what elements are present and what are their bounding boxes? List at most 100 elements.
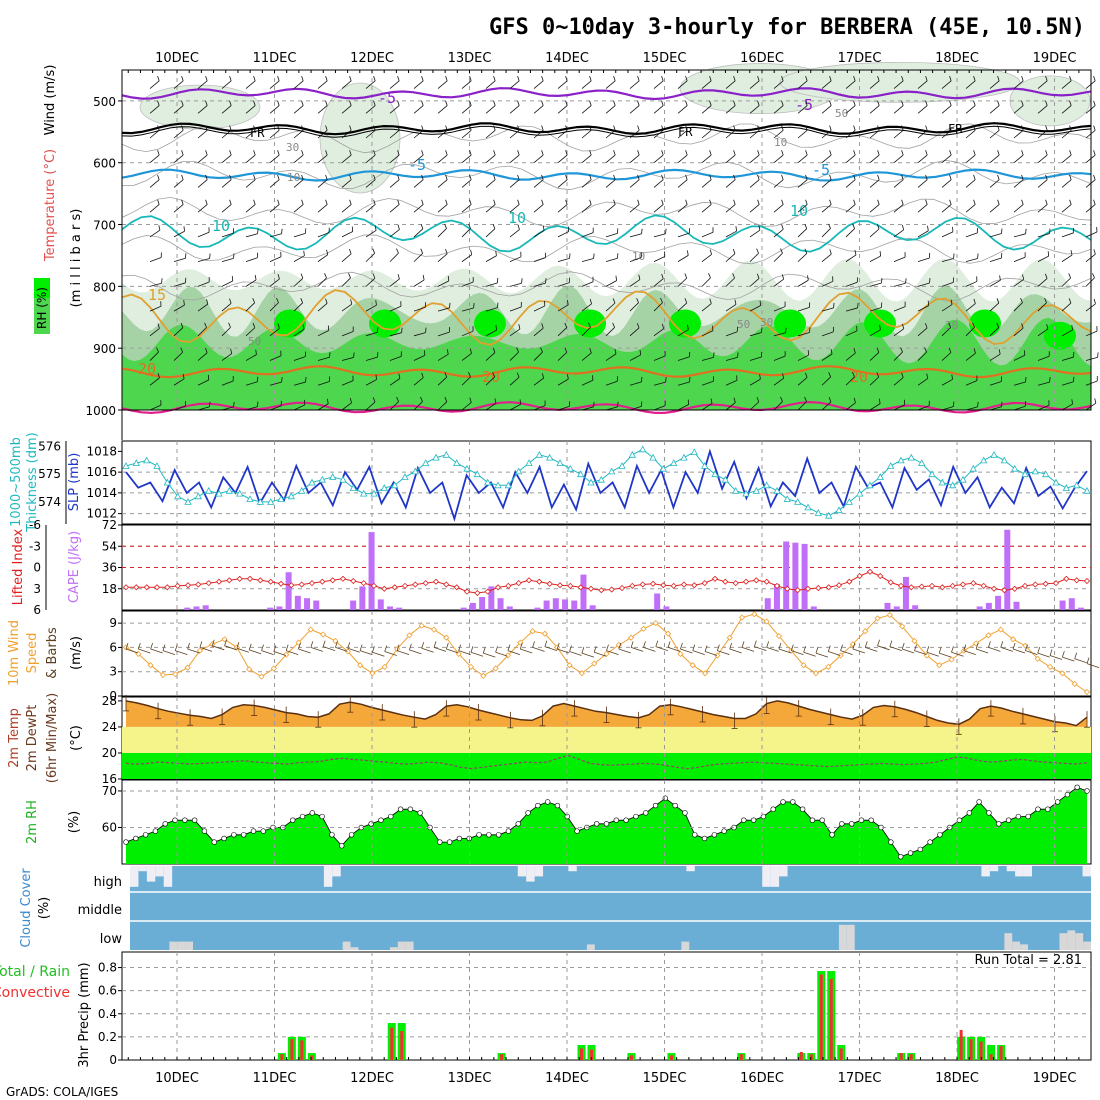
li-marker — [226, 577, 233, 584]
temp-tick: 24 — [102, 720, 117, 734]
wind-barb — [293, 179, 304, 188]
wind-barb-flag — [325, 100, 328, 106]
wind-barb — [701, 231, 714, 238]
wind-barb-flag — [401, 327, 403, 333]
wind-barb — [725, 105, 736, 114]
cape-bar — [801, 543, 808, 610]
precip-run-total: Run Total = 2.81 — [974, 953, 1082, 968]
wind-barb-flag — [661, 199, 664, 205]
wind-barb-flag — [925, 125, 928, 131]
wind-barb-flag — [1093, 125, 1096, 131]
wind-barb-flag — [733, 150, 736, 156]
wind-barb-flag — [252, 298, 256, 303]
li-marker — [215, 578, 223, 585]
surface-wind-barb — [1012, 648, 1026, 654]
wind-barb-flag — [781, 224, 784, 230]
wind-barb — [701, 80, 712, 89]
surface-wind-barb-flag — [1049, 649, 1053, 656]
contour-label: -5 — [378, 89, 396, 107]
thickness-marker — [980, 456, 988, 464]
li-marker — [680, 581, 688, 588]
wind-barb-flag — [853, 348, 856, 354]
wind-barb — [389, 80, 400, 89]
wind-barb-flag — [879, 251, 882, 257]
rh-high-blob — [969, 309, 1001, 338]
wind-barb — [869, 352, 880, 361]
thickness-marker — [525, 459, 533, 467]
wind-barb — [461, 376, 471, 386]
wind-barb-flag — [397, 150, 400, 156]
wind-barb-flag — [1047, 251, 1050, 257]
wind-barb-flag — [445, 125, 448, 131]
thickness-marker — [752, 486, 760, 494]
li-marker — [195, 581, 202, 588]
li-marker — [846, 578, 853, 585]
wind-barb-flag — [828, 223, 831, 229]
wind-barb-flag — [877, 150, 880, 156]
wind-barb — [917, 305, 929, 312]
rh-marker — [907, 850, 914, 856]
wind-barb — [605, 179, 616, 188]
rh-marker — [682, 810, 688, 816]
wind-barb — [893, 229, 904, 238]
wind-barb — [581, 129, 592, 139]
wind-barb-flag — [758, 225, 761, 231]
thickness-marker — [856, 489, 864, 497]
wind-barb-flag — [444, 397, 448, 402]
wind-barb — [197, 105, 208, 114]
ylabel-wind-unit: (m/s) — [69, 636, 84, 670]
wind-barb-flag — [183, 226, 185, 232]
ylabel-speed: Speed — [25, 633, 40, 674]
wind-barb — [653, 80, 664, 89]
wind-barb — [413, 105, 424, 114]
contour-label: FR — [948, 122, 963, 136]
wind-barb-flag — [709, 100, 712, 106]
wind-barb — [749, 154, 760, 164]
wind-barb — [629, 179, 640, 188]
wind-barb-flag — [709, 150, 712, 156]
rh-marker — [996, 821, 1002, 827]
wind-barb-flag — [1093, 150, 1096, 156]
surface-wind-barb — [877, 645, 890, 651]
wind-barb — [653, 179, 664, 188]
li-tick: 6 — [33, 603, 41, 617]
wind-barb-flag — [853, 199, 856, 205]
wind-barb-flag — [759, 374, 761, 380]
wind-barb — [221, 406, 234, 411]
wind-barb — [845, 254, 857, 262]
li-marker — [608, 586, 615, 593]
wind-barb — [557, 80, 568, 89]
li-marker — [308, 580, 316, 587]
wind-barb — [965, 129, 976, 139]
surface-wind-barb-flag — [951, 646, 954, 653]
wind-barb — [821, 331, 834, 337]
temp-tick: 20 — [102, 746, 117, 760]
day-label-top: 14DEC — [545, 51, 589, 66]
wind-speed-marker — [332, 637, 339, 645]
thickness-marker — [959, 475, 967, 483]
wind-barb-flag — [230, 348, 233, 354]
ylabel-slp: SLP (mb) — [67, 453, 82, 512]
surface-wind-barb-flag — [310, 641, 314, 648]
li-marker — [153, 584, 161, 591]
cape-bar — [202, 605, 209, 610]
wind-barb — [1061, 277, 1071, 287]
thickness-marker — [690, 448, 698, 456]
surface-wind-barb-flag — [137, 642, 141, 650]
wind-barb-flag — [301, 100, 304, 106]
wind-barb-flag — [661, 273, 664, 279]
rh-high-blob — [274, 309, 306, 338]
wind-barb — [629, 80, 640, 89]
surface-wind-barb — [323, 646, 336, 651]
wind-barb — [389, 401, 399, 411]
wind-speed-marker — [369, 670, 376, 677]
cape-bar — [469, 602, 476, 610]
wind-barb — [605, 232, 618, 238]
isotherm-25 — [121, 400, 1092, 415]
pressure-tick: 500 — [93, 95, 116, 109]
wind-barb — [581, 303, 592, 312]
wind-barb — [773, 129, 784, 139]
wind-barb — [749, 305, 761, 312]
rh-marker — [397, 806, 404, 812]
wind-barb — [677, 129, 688, 139]
